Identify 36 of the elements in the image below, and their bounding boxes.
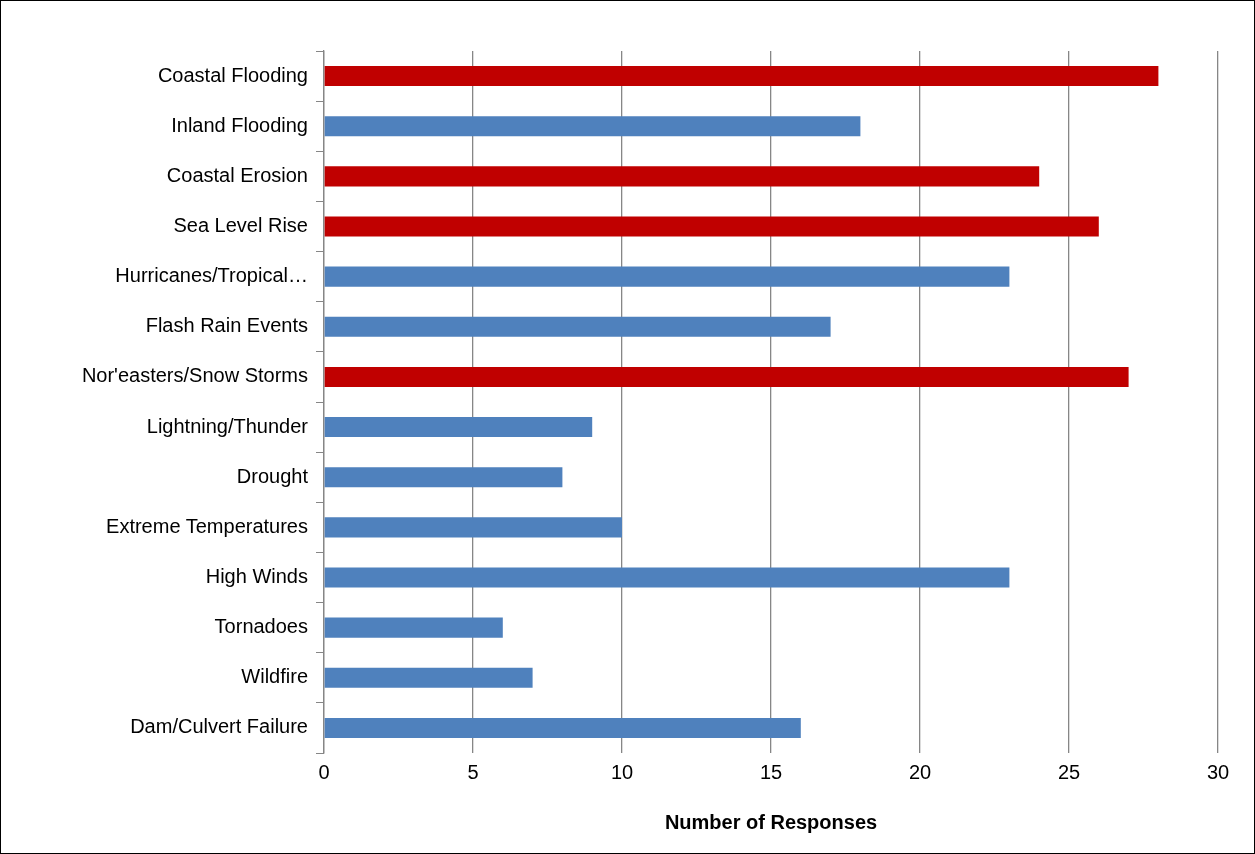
x-tick-label: 30 <box>1206 760 1230 783</box>
x-tick-label: 0 <box>318 760 330 783</box>
y-tick-label: Tornadoes <box>214 615 308 638</box>
x-tick-label: 25 <box>1057 760 1081 783</box>
y-tick-label: High Winds <box>205 565 308 588</box>
bar <box>324 467 563 488</box>
y-tick-label: Lightning/Thunder <box>146 414 309 437</box>
y-tick-label: Extreme Temperatures <box>106 514 308 537</box>
y-tick-label: Wildfire <box>241 665 308 688</box>
y-tick-label: Drought <box>236 464 309 487</box>
bar <box>324 517 622 538</box>
bar <box>324 116 861 137</box>
y-tick-label: Flash Rain Events <box>145 314 308 337</box>
bar <box>324 366 1129 387</box>
y-tick-label: Coastal Flooding <box>157 63 308 86</box>
bar <box>324 667 533 688</box>
x-tick-label: 15 <box>759 760 783 783</box>
bar <box>324 216 1099 237</box>
x-axis-title: Number of Responses <box>664 810 878 833</box>
y-tick-label: Nor'easters/Snow Storms <box>81 364 308 387</box>
bar <box>324 66 1159 87</box>
y-tick-label: Hurricanes/Tropical… <box>115 264 308 287</box>
y-tick-label: Sea Level Rise <box>173 214 308 237</box>
bar <box>324 266 1010 287</box>
bar <box>324 567 1010 588</box>
bar <box>324 166 1040 187</box>
bar <box>324 617 503 638</box>
y-tick-label: Coastal Erosion <box>166 163 308 186</box>
x-tick-label: 20 <box>908 760 932 783</box>
x-tick-label: 10 <box>610 760 634 783</box>
bar <box>324 316 831 337</box>
y-tick-label: Dam/Culvert Failure <box>130 715 308 738</box>
bar <box>324 417 593 438</box>
y-tick-label: Inland Flooding <box>171 113 308 136</box>
x-tick-label: 5 <box>467 760 479 783</box>
bar <box>324 717 801 738</box>
